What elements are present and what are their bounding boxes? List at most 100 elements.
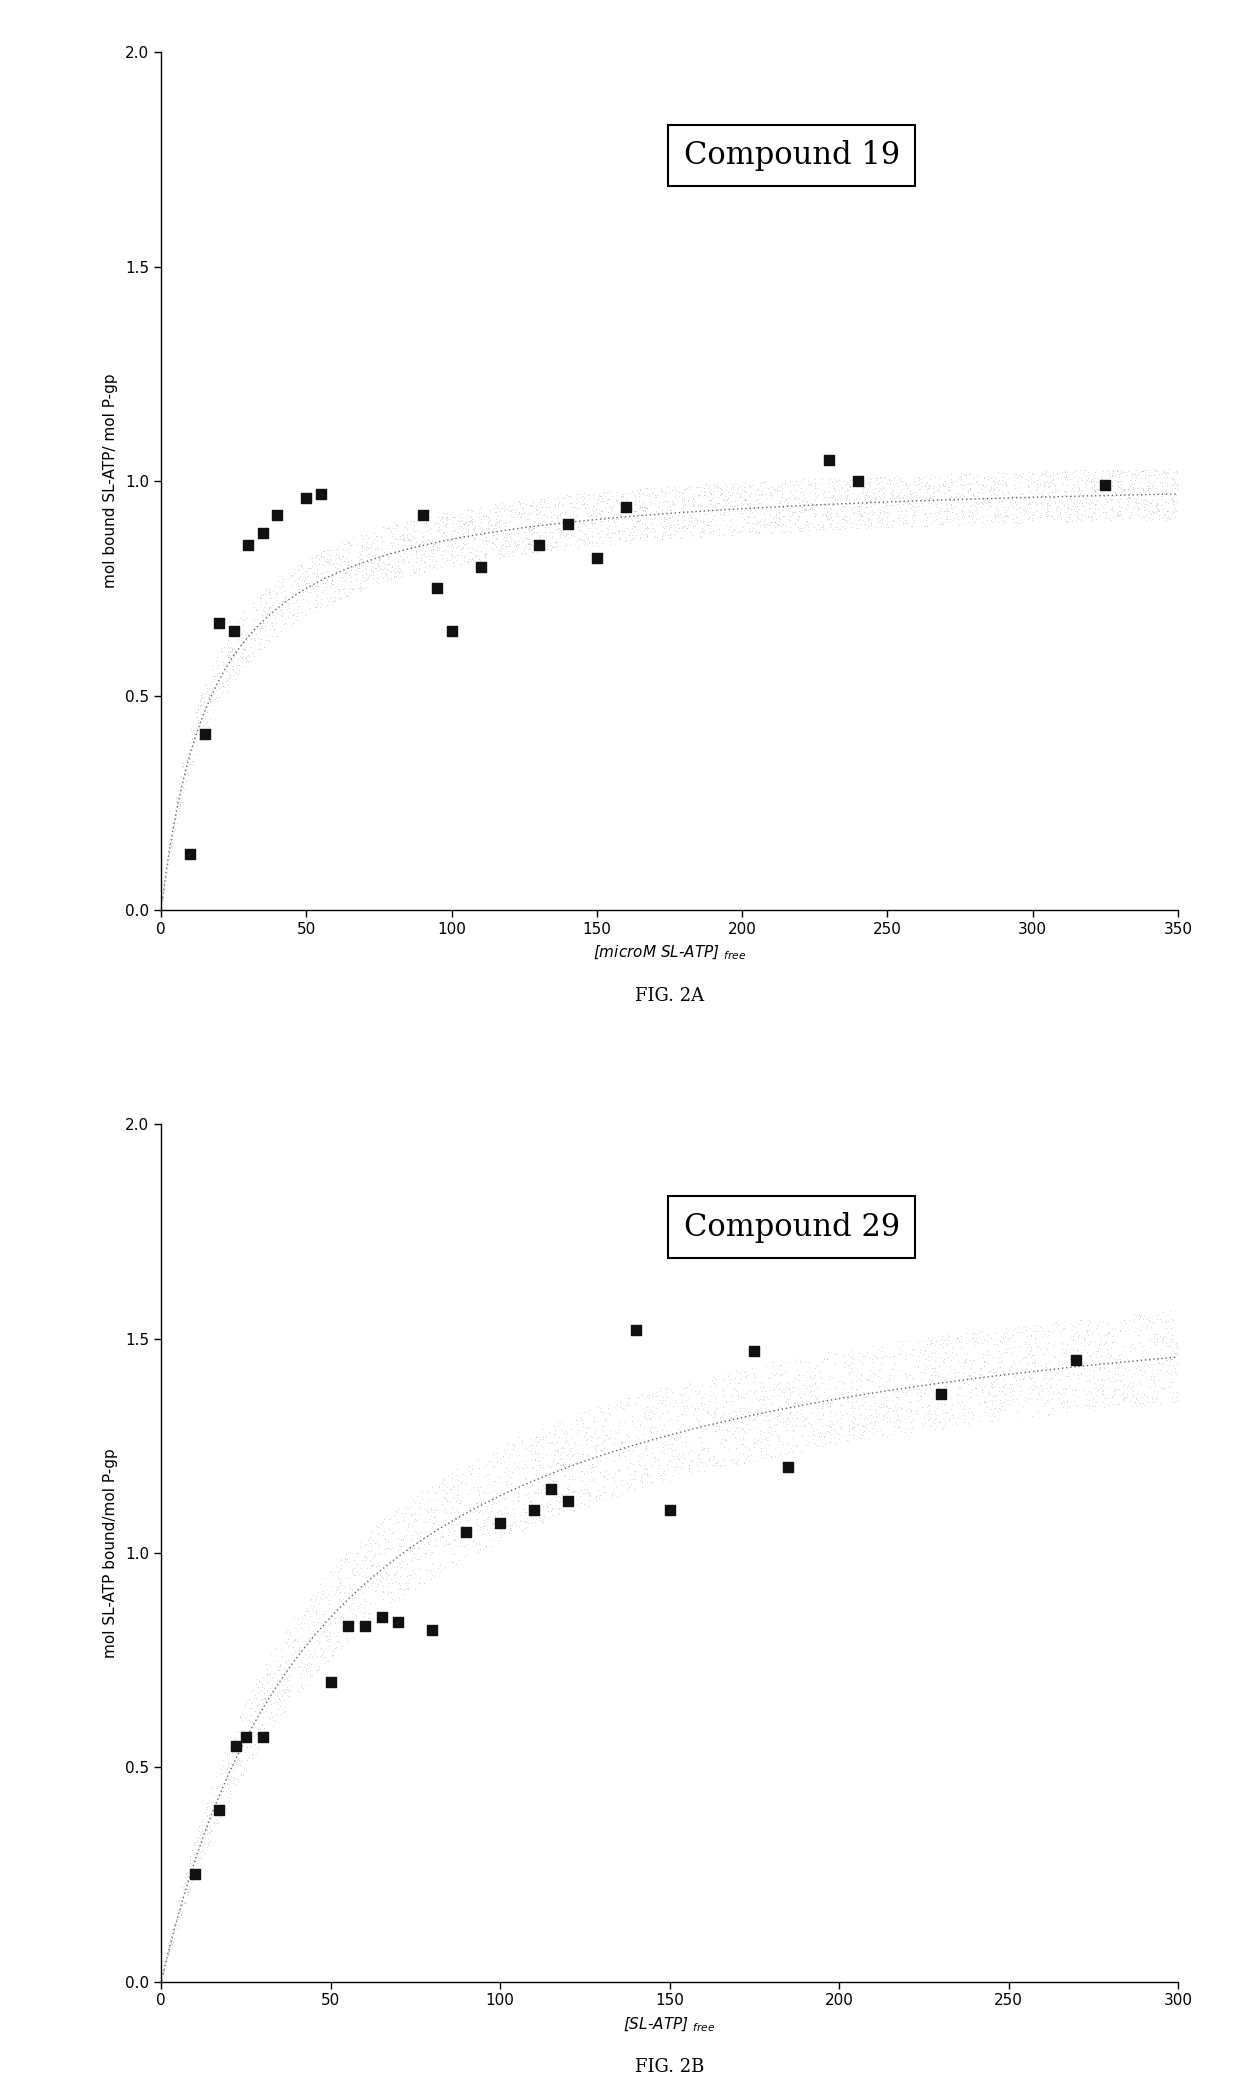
- Point: [712, 516, 732, 549]
- Point: [415, 537, 435, 570]
- Point: [723, 503, 743, 537]
- Point: [708, 514, 728, 547]
- Point: [807, 478, 827, 512]
- Point: [971, 1376, 991, 1409]
- Point: [184, 705, 203, 738]
- Point: [185, 1852, 205, 1885]
- Point: [440, 1525, 460, 1558]
- Point: [601, 1457, 621, 1491]
- Point: [1101, 476, 1121, 510]
- Point: [259, 1682, 279, 1715]
- Point: [1039, 501, 1059, 535]
- Point: [792, 1426, 812, 1460]
- Point: [1145, 470, 1164, 503]
- Point: [283, 1680, 303, 1713]
- Point: [658, 514, 678, 547]
- Point: [593, 1395, 613, 1428]
- Point: [817, 482, 837, 516]
- Point: [661, 1457, 681, 1491]
- Point: [205, 1803, 224, 1837]
- Point: [208, 644, 228, 677]
- Point: [239, 1722, 259, 1755]
- Point: [637, 1445, 657, 1478]
- Point: [1085, 1317, 1105, 1350]
- Point: [725, 518, 745, 552]
- Point: [627, 1392, 647, 1426]
- Point: [1135, 1321, 1154, 1355]
- Point: [580, 495, 600, 528]
- Point: [435, 520, 455, 554]
- Point: [236, 619, 255, 652]
- Point: [704, 1363, 724, 1397]
- Point: [184, 1847, 203, 1881]
- Point: [417, 1493, 436, 1527]
- Point: [880, 505, 900, 539]
- Point: [1114, 1365, 1133, 1399]
- Point: [527, 505, 547, 539]
- Point: [283, 1604, 303, 1638]
- Point: [335, 547, 355, 581]
- Point: [165, 788, 185, 822]
- Point: [1086, 1388, 1106, 1422]
- Point: [692, 1422, 712, 1455]
- Point: [414, 505, 434, 539]
- Point: [796, 1342, 816, 1376]
- Point: [162, 1915, 182, 1948]
- Point: [381, 1571, 401, 1604]
- Point: [1128, 1374, 1148, 1407]
- Point: [775, 476, 795, 510]
- Point: [551, 1453, 570, 1487]
- Point: [265, 587, 285, 621]
- Point: [1025, 499, 1045, 533]
- Point: [552, 1441, 572, 1474]
- Point: [718, 1397, 738, 1430]
- Point: [336, 1573, 356, 1606]
- Point: [662, 1439, 682, 1472]
- Point: [811, 1342, 831, 1376]
- Point: [280, 568, 300, 602]
- Point: [918, 1395, 937, 1428]
- Point: [190, 694, 210, 728]
- Point: [396, 1564, 415, 1598]
- Point: [1161, 1336, 1180, 1369]
- Point: [351, 552, 371, 585]
- Point: [620, 476, 640, 510]
- Point: [670, 495, 689, 528]
- Point: [1089, 1376, 1109, 1409]
- Point: [957, 1321, 977, 1355]
- Point: [733, 1409, 753, 1443]
- Point: [779, 503, 799, 537]
- Point: [687, 1401, 707, 1434]
- Point: [441, 541, 461, 575]
- Point: [234, 640, 254, 673]
- Point: [636, 522, 656, 556]
- Point: [1100, 495, 1120, 528]
- Point: [559, 1483, 579, 1516]
- Point: [861, 1397, 880, 1430]
- Point: [337, 566, 357, 600]
- Point: [658, 1388, 678, 1422]
- Point: [360, 1522, 379, 1556]
- Point: [295, 1602, 315, 1636]
- Point: [489, 516, 508, 549]
- Point: [1040, 1390, 1060, 1424]
- Point: [800, 493, 820, 526]
- Y-axis label: mol SL-ATP bound/mol P-gp: mol SL-ATP bound/mol P-gp: [103, 1449, 118, 1659]
- Point: [471, 549, 491, 583]
- Point: [556, 489, 575, 522]
- Point: [930, 1388, 950, 1422]
- Point: [1071, 478, 1091, 512]
- Point: [533, 501, 553, 535]
- Point: [563, 1453, 583, 1487]
- Point: [837, 1388, 857, 1422]
- Point: [636, 524, 656, 558]
- Point: [689, 1430, 709, 1464]
- Point: [792, 1415, 812, 1449]
- Point: [527, 1462, 547, 1495]
- Point: [748, 489, 768, 522]
- Point: [1043, 501, 1063, 535]
- Point: [311, 1571, 331, 1604]
- Point: [759, 493, 779, 526]
- Point: [1048, 474, 1068, 507]
- Point: [639, 474, 658, 507]
